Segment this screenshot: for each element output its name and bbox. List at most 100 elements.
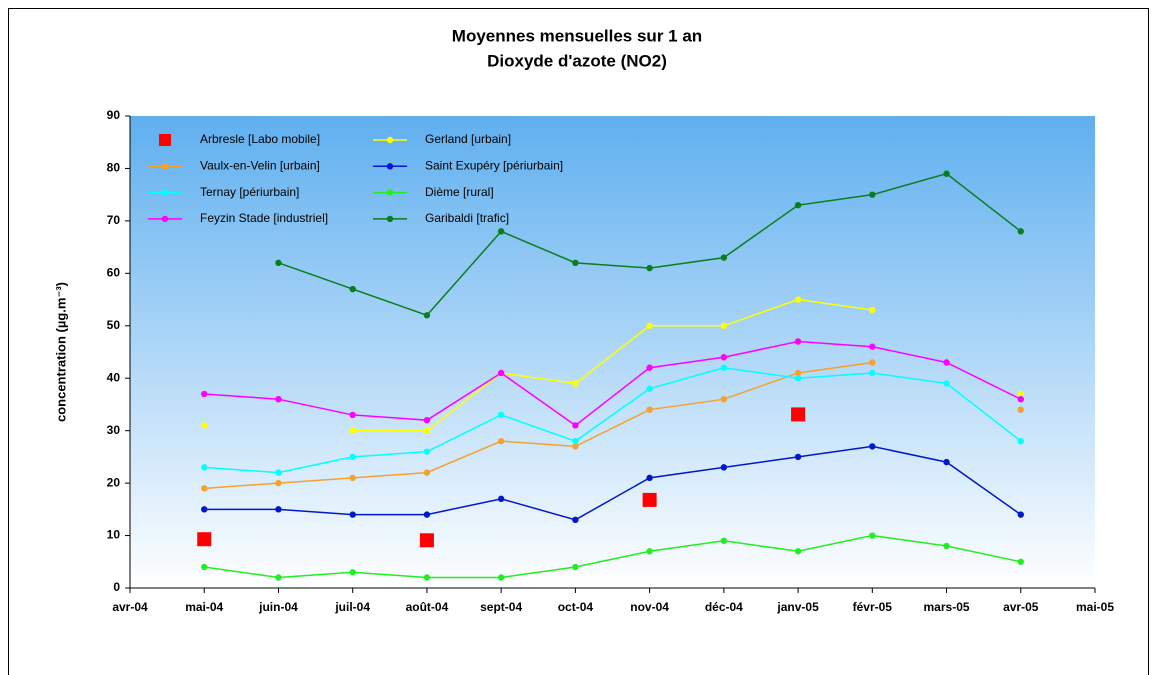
point — [720, 354, 728, 361]
point — [720, 364, 728, 371]
x-tick-label: août-04 — [406, 600, 449, 614]
point — [869, 191, 876, 198]
legend-label: Gerland [urbain] — [425, 132, 511, 146]
legend-label: Vaulx-en-Velin [urbain] — [200, 158, 320, 172]
x-tick-label: févr-05 — [853, 600, 893, 614]
series-line — [204, 534, 1021, 579]
x-tick-label: déc-04 — [705, 600, 743, 614]
point — [349, 427, 356, 434]
series-line — [204, 340, 1022, 427]
point — [349, 453, 356, 461]
point — [794, 548, 802, 555]
y-tick-label: 0 — [113, 580, 120, 594]
legend-marker — [161, 189, 169, 196]
x-tick-label: mai-05 — [1076, 600, 1114, 614]
point — [275, 574, 282, 581]
x-tick-label: juil-04 — [334, 600, 370, 614]
point — [497, 574, 505, 581]
point — [275, 396, 282, 403]
x-tick-label: nov-04 — [630, 600, 669, 614]
point — [423, 312, 431, 319]
point — [943, 542, 950, 550]
x-tick-label: oct-04 — [558, 600, 594, 614]
y-tick-label: 60 — [107, 266, 121, 280]
x-tick-label: mars-05 — [924, 600, 970, 614]
point — [869, 359, 876, 366]
x-tick-label: janv-05 — [776, 600, 819, 614]
x-tick-label: avr-05 — [1003, 600, 1039, 614]
plot-area — [130, 116, 1095, 588]
point — [794, 338, 802, 345]
y-tick-label: 40 — [107, 370, 121, 384]
legend-marker — [386, 136, 394, 144]
point — [869, 532, 876, 539]
y-tick-label: 30 — [107, 423, 121, 437]
y-tick-label: 10 — [107, 528, 121, 542]
point — [646, 406, 653, 413]
point — [869, 343, 876, 350]
legend-label: Arbresle [Labo mobile] — [200, 132, 320, 146]
point — [572, 259, 579, 267]
legend-label: Ternay [périurbain] — [200, 185, 299, 199]
x-tick-label: sept-04 — [480, 600, 522, 614]
point — [720, 396, 728, 403]
point — [572, 443, 579, 450]
legend-label: Dième [rural] — [425, 185, 494, 199]
y-tick-label: 20 — [107, 475, 121, 489]
point — [423, 448, 431, 455]
point — [794, 296, 802, 303]
point — [720, 464, 728, 471]
point — [201, 422, 208, 429]
legend-marker — [159, 134, 171, 146]
point — [423, 427, 431, 434]
y-tick-label: 90 — [107, 108, 121, 122]
point — [572, 422, 579, 429]
point — [419, 533, 434, 548]
point — [349, 285, 356, 293]
point — [572, 563, 579, 571]
y-tick-label: 80 — [107, 161, 121, 175]
legend-label: Saint Exupéry [périurbain] — [425, 158, 563, 172]
point — [1017, 437, 1024, 445]
x-tick-label: avr-04 — [112, 600, 148, 614]
legend-marker — [386, 215, 394, 223]
point — [497, 369, 505, 377]
point — [275, 259, 282, 267]
point — [869, 306, 876, 314]
point — [720, 537, 728, 544]
point — [497, 228, 505, 235]
point — [869, 443, 876, 450]
point — [869, 369, 876, 377]
legend-marker — [386, 189, 394, 196]
point — [349, 569, 356, 576]
point — [794, 201, 802, 209]
legend-label: Feyzin Stade [industriel] — [200, 211, 328, 225]
point — [423, 416, 431, 424]
y-tick-label: 50 — [107, 318, 121, 332]
legend-marker — [161, 163, 169, 170]
point — [646, 322, 653, 329]
point — [1017, 228, 1024, 235]
series-line — [204, 445, 1022, 521]
point — [275, 479, 282, 487]
y-axis-label: concentration (µg.m⁻³) — [53, 282, 68, 422]
point — [646, 474, 653, 482]
point — [1017, 558, 1024, 565]
point — [423, 511, 431, 518]
point — [497, 495, 505, 503]
legend-marker — [161, 215, 169, 223]
point — [201, 563, 208, 571]
point — [720, 322, 728, 329]
point — [791, 407, 806, 422]
point — [423, 469, 431, 476]
point — [943, 359, 950, 366]
point — [497, 437, 505, 445]
point — [349, 474, 356, 482]
point — [572, 437, 579, 445]
point — [201, 506, 208, 513]
legend-label: Garibaldi [trafic] — [425, 211, 509, 225]
point — [572, 516, 579, 524]
point — [646, 548, 653, 555]
point — [642, 492, 657, 507]
